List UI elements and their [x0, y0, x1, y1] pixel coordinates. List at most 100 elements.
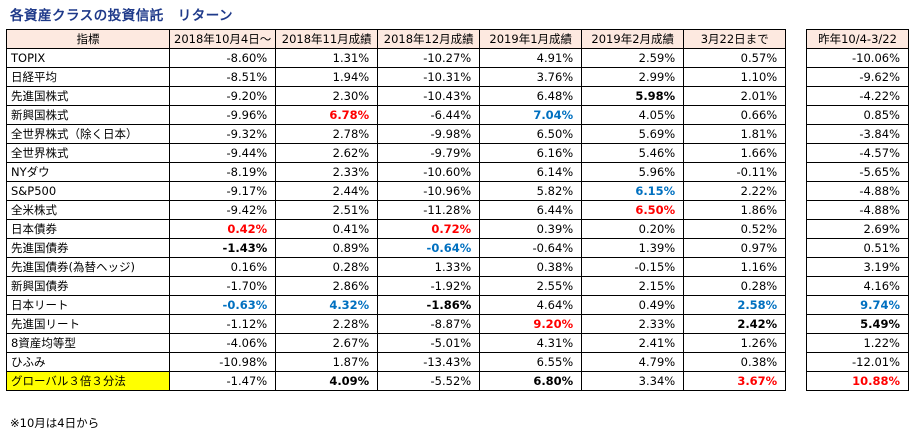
cumulative-cell: -9.62%: [806, 67, 909, 87]
header-nov: 2018年11月成績: [275, 29, 379, 49]
row-label: 日本債券: [6, 219, 170, 239]
table-row: -3.84%: [806, 124, 909, 144]
value-cell: 0.41%: [275, 219, 379, 239]
value-cell: 1.16%: [683, 257, 787, 277]
value-cell: -9.20%: [168, 86, 277, 106]
row-label: 全世界株式（除く日本）: [6, 124, 170, 144]
value-cell: -1.43%: [168, 238, 277, 258]
header-feb: 2019年2月成績: [581, 29, 685, 49]
value-cell: 2.58%: [683, 295, 787, 315]
value-cell: 1.81%: [683, 124, 787, 144]
row-label: S&P500: [6, 181, 170, 201]
value-cell: 0.49%: [581, 295, 685, 315]
value-cell: 6.50%: [581, 200, 685, 220]
value-cell: 0.38%: [683, 352, 787, 372]
cumulative-cell: 0.51%: [806, 238, 909, 258]
value-cell: 4.05%: [581, 105, 685, 125]
table-row: 2.69%: [806, 219, 909, 239]
value-cell: 2.59%: [581, 48, 685, 68]
value-cell: -9.98%: [377, 124, 481, 144]
value-cell: 1.86%: [683, 200, 787, 220]
cumulative-cell: -10.06%: [806, 48, 909, 68]
value-cell: -6.44%: [377, 105, 481, 125]
value-cell: -5.52%: [377, 371, 481, 391]
value-cell: 0.16%: [168, 257, 277, 277]
header-cumulative: 昨年10/4-3/22: [806, 29, 909, 49]
table-row: 0.51%: [806, 238, 909, 258]
value-cell: 4.91%: [479, 48, 583, 68]
table-row: 新興国債券 -1.70% 2.86% -1.92% 2.55% 2.15% 0.28%: [6, 276, 787, 296]
table-row: -4.57%: [806, 143, 909, 163]
value-cell: -10.27%: [377, 48, 481, 68]
value-cell: 6.55%: [479, 352, 583, 372]
value-cell: -1.92%: [377, 276, 481, 296]
table-row: NYダウ -8.19% 2.33% -10.60% 6.14% 5.96% -0.11%: [6, 162, 787, 182]
header-oct: 2018年10月4日～: [168, 29, 277, 49]
value-cell: 0.97%: [683, 238, 787, 258]
table-row: 先進国リート -1.12% 2.28% -8.87% 9.20% 2.33% 2.42%: [6, 314, 787, 334]
value-cell: -10.98%: [168, 352, 277, 372]
table-row: 新興国株式 -9.96% 6.78% -6.44% 7.04% 4.05% 0.66%: [6, 105, 787, 125]
row-label: NYダウ: [6, 162, 170, 182]
value-cell: 5.69%: [581, 124, 685, 144]
value-cell: 6.16%: [479, 143, 583, 163]
cumulative-cell: -4.88%: [806, 181, 909, 201]
row-label: グローバル３倍３分法: [6, 371, 170, 391]
cumulative-cell: 2.69%: [806, 219, 909, 239]
value-cell: 1.66%: [683, 143, 787, 163]
value-cell: -4.06%: [168, 333, 277, 353]
value-cell: 0.42%: [168, 219, 277, 239]
value-cell: 2.33%: [275, 162, 379, 182]
cumulative-cell: -12.01%: [806, 352, 909, 372]
table-row: -4.88%: [806, 200, 909, 220]
value-cell: -1.47%: [168, 371, 277, 391]
table-row: 1.22%: [806, 333, 909, 353]
value-cell: 4.32%: [275, 295, 379, 315]
row-label: 先進国債券: [6, 238, 170, 258]
value-cell: -0.64%: [479, 238, 583, 258]
value-cell: -10.43%: [377, 86, 481, 106]
row-label: 全世界株式: [6, 143, 170, 163]
table-row: 3.19%: [806, 257, 909, 277]
value-cell: 2.01%: [683, 86, 787, 106]
value-cell: 0.20%: [581, 219, 685, 239]
table-row: 0.85%: [806, 105, 909, 125]
table-row: -12.01%: [806, 352, 909, 372]
row-label: 先進国株式: [6, 86, 170, 106]
value-cell: 1.94%: [275, 67, 379, 87]
cumulative-cell: 3.19%: [806, 257, 909, 277]
table-row: -9.62%: [806, 67, 909, 87]
value-cell: 2.44%: [275, 181, 379, 201]
table-row: 全世界株式 -9.44% 2.62% -9.79% 6.16% 5.46% 1.66%: [6, 143, 787, 163]
value-cell: -10.96%: [377, 181, 481, 201]
value-cell: 2.51%: [275, 200, 379, 220]
value-cell: -9.79%: [377, 143, 481, 163]
value-cell: 2.30%: [275, 86, 379, 106]
cumulative-cell: 0.85%: [806, 105, 909, 125]
value-cell: 0.57%: [683, 48, 787, 68]
value-cell: -0.15%: [581, 257, 685, 277]
header-mar: 3月22日まで: [683, 29, 787, 49]
value-cell: -9.32%: [168, 124, 277, 144]
returns-table: 指標 2018年10月4日～ 2018年11月成績 2018年12月成績 201…: [6, 29, 787, 391]
value-cell: 3.67%: [683, 371, 787, 391]
table-row: 日経平均 -8.51% 1.94% -10.31% 3.76% 2.99% 1.10%: [6, 67, 787, 87]
value-cell: 2.42%: [683, 314, 787, 334]
table-row: -5.65%: [806, 162, 909, 182]
value-cell: 6.48%: [479, 86, 583, 106]
value-cell: -10.60%: [377, 162, 481, 182]
value-cell: -1.12%: [168, 314, 277, 334]
value-cell: -13.43%: [377, 352, 481, 372]
table-row: 全米株式 -9.42% 2.51% -11.28% 6.44% 6.50% 1.86%: [6, 200, 787, 220]
value-cell: 5.98%: [581, 86, 685, 106]
value-cell: 0.66%: [683, 105, 787, 125]
value-cell: 2.28%: [275, 314, 379, 334]
value-cell: 4.31%: [479, 333, 583, 353]
value-cell: 4.64%: [479, 295, 583, 315]
value-cell: 3.76%: [479, 67, 583, 87]
table-row: 5.49%: [806, 314, 909, 334]
row-label: ひふみ: [6, 352, 170, 372]
value-cell: 1.10%: [683, 67, 787, 87]
table-row: 全世界株式（除く日本） -9.32% 2.78% -9.98% 6.50% 5.69% 1.…: [6, 124, 787, 144]
row-label: 全米株式: [6, 200, 170, 220]
